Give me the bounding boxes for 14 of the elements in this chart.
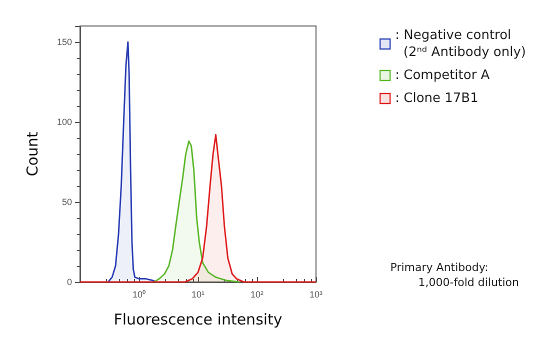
text: Primary Antibody: 1,000-fold dilution — [390, 261, 520, 289]
x-tick-label: 10⁰ — [132, 290, 146, 300]
y-tick-label: 0 — [66, 277, 72, 287]
y-axis-title: Count — [24, 132, 42, 176]
legend-label: : Clone 17B1 — [395, 91, 478, 106]
x-tick-label: 10² — [250, 290, 264, 300]
y-tick-label: 100 — [56, 117, 72, 127]
legend-label: : Competitor A — [395, 68, 490, 83]
x-tick-label: 10³ — [309, 290, 323, 300]
y-tick-label: 50 — [62, 197, 72, 207]
x-axis-title: Fluorescence intensity — [114, 310, 282, 328]
legend-label: : Negative control (2ⁿᵈ Antibody only) — [395, 28, 526, 60]
y-tick-label: 150 — [56, 37, 72, 47]
x-tick-label: 10¹ — [191, 290, 205, 300]
